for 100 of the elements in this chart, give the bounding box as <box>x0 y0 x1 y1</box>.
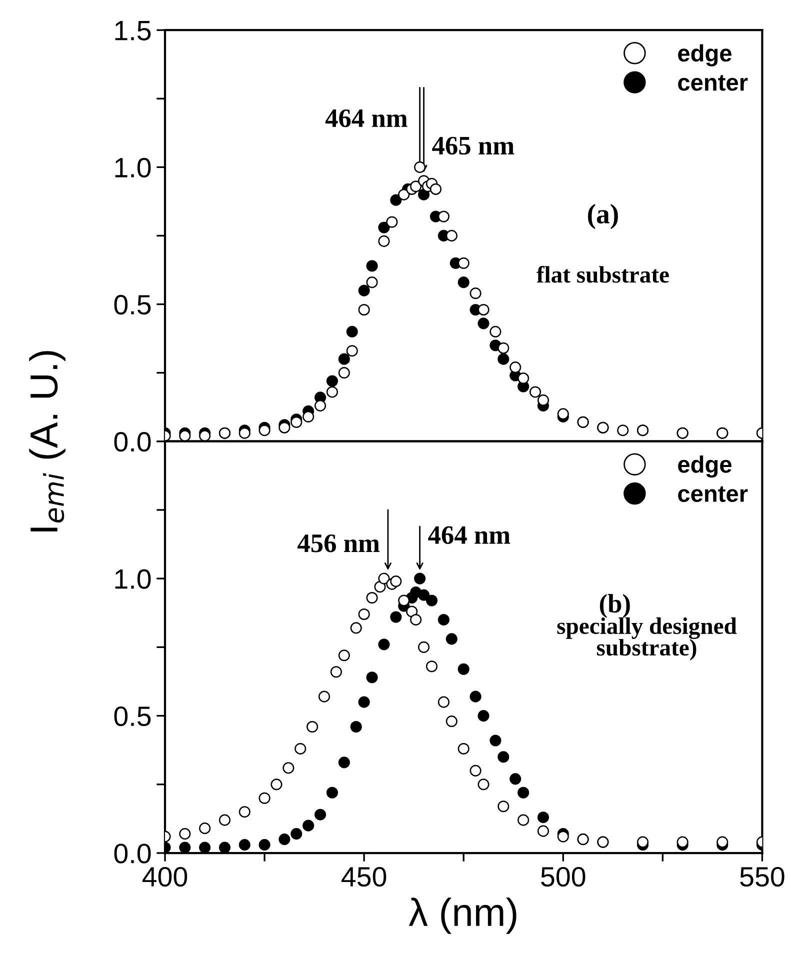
point <box>438 614 450 626</box>
x-tick-label: 550 <box>740 866 784 887</box>
point <box>358 608 370 620</box>
annotation: specially designed substrate) <box>557 617 737 660</box>
point <box>557 408 569 420</box>
point <box>346 326 358 338</box>
legend-label: center <box>678 486 748 502</box>
point <box>458 742 470 754</box>
point <box>398 594 410 606</box>
x-tick-label: 450 <box>342 866 386 887</box>
point <box>330 666 342 678</box>
point <box>179 842 191 854</box>
x-axis-title: λ (nm) <box>408 898 516 934</box>
point <box>326 386 338 398</box>
point <box>478 778 490 790</box>
point <box>478 304 490 316</box>
point <box>338 353 350 365</box>
point <box>418 641 430 653</box>
point <box>278 422 290 434</box>
point <box>358 696 370 708</box>
point <box>510 362 522 374</box>
annotation: (b) <box>600 594 630 618</box>
point <box>390 576 402 588</box>
point <box>617 424 629 436</box>
point <box>498 353 510 365</box>
point <box>478 710 490 722</box>
point <box>302 410 314 422</box>
point <box>282 762 294 774</box>
point <box>676 836 688 848</box>
point <box>326 786 338 798</box>
point <box>238 806 250 818</box>
annotation: 464 nm <box>325 109 408 128</box>
point <box>366 592 378 604</box>
point <box>410 180 422 192</box>
x-tick-label: 500 <box>541 866 586 887</box>
point <box>350 720 362 733</box>
annotation: 464 nm <box>428 526 510 544</box>
point <box>358 304 370 316</box>
point <box>218 842 230 854</box>
point <box>446 230 458 242</box>
point <box>410 614 422 626</box>
annotation: (a) <box>588 204 618 230</box>
point <box>529 386 542 398</box>
y-tick-label: 1.5 <box>115 21 151 40</box>
point <box>294 742 306 754</box>
point <box>238 839 250 851</box>
point <box>414 161 426 173</box>
point <box>498 751 510 763</box>
point <box>199 822 211 834</box>
point <box>458 276 470 288</box>
point <box>438 696 450 708</box>
point <box>636 836 649 848</box>
point <box>338 650 350 662</box>
legend-label: center <box>678 75 748 91</box>
point <box>418 188 430 200</box>
legend-label: edge <box>678 455 732 478</box>
point <box>338 756 350 768</box>
point <box>179 430 191 442</box>
point <box>366 260 378 272</box>
point <box>390 194 402 206</box>
point <box>378 235 390 247</box>
point <box>490 734 502 746</box>
point <box>510 773 522 785</box>
point <box>258 839 270 851</box>
point <box>270 778 282 790</box>
point <box>518 814 530 826</box>
point <box>426 660 438 672</box>
point <box>498 342 510 354</box>
point <box>366 276 378 288</box>
point <box>470 690 482 702</box>
point <box>537 394 550 406</box>
point <box>278 834 290 846</box>
point <box>537 812 550 824</box>
point <box>302 820 314 832</box>
point <box>386 216 398 228</box>
x-tick-label: 400 <box>142 866 188 887</box>
point <box>179 828 191 840</box>
y-tick-label: 1.0 <box>115 158 151 178</box>
y-axis-title: I$_{emi}$ (A. U.) <box>29 351 66 532</box>
point <box>518 372 530 384</box>
point <box>430 183 442 195</box>
point <box>518 786 530 798</box>
y-tick-label: 0.5 <box>114 294 151 315</box>
y-tick-label: 1.0 <box>115 569 151 589</box>
point <box>498 800 510 812</box>
point <box>314 808 326 820</box>
point <box>378 638 390 650</box>
point <box>199 430 211 442</box>
point <box>350 622 362 634</box>
point <box>398 188 410 200</box>
point <box>557 830 569 842</box>
legend-label: edge <box>678 44 732 66</box>
point <box>378 572 390 584</box>
y-tick-label: 0.0 <box>114 844 151 864</box>
point <box>258 424 270 436</box>
point <box>390 611 402 623</box>
point <box>338 367 350 379</box>
point <box>290 416 302 428</box>
point <box>478 318 490 330</box>
point <box>199 842 211 854</box>
